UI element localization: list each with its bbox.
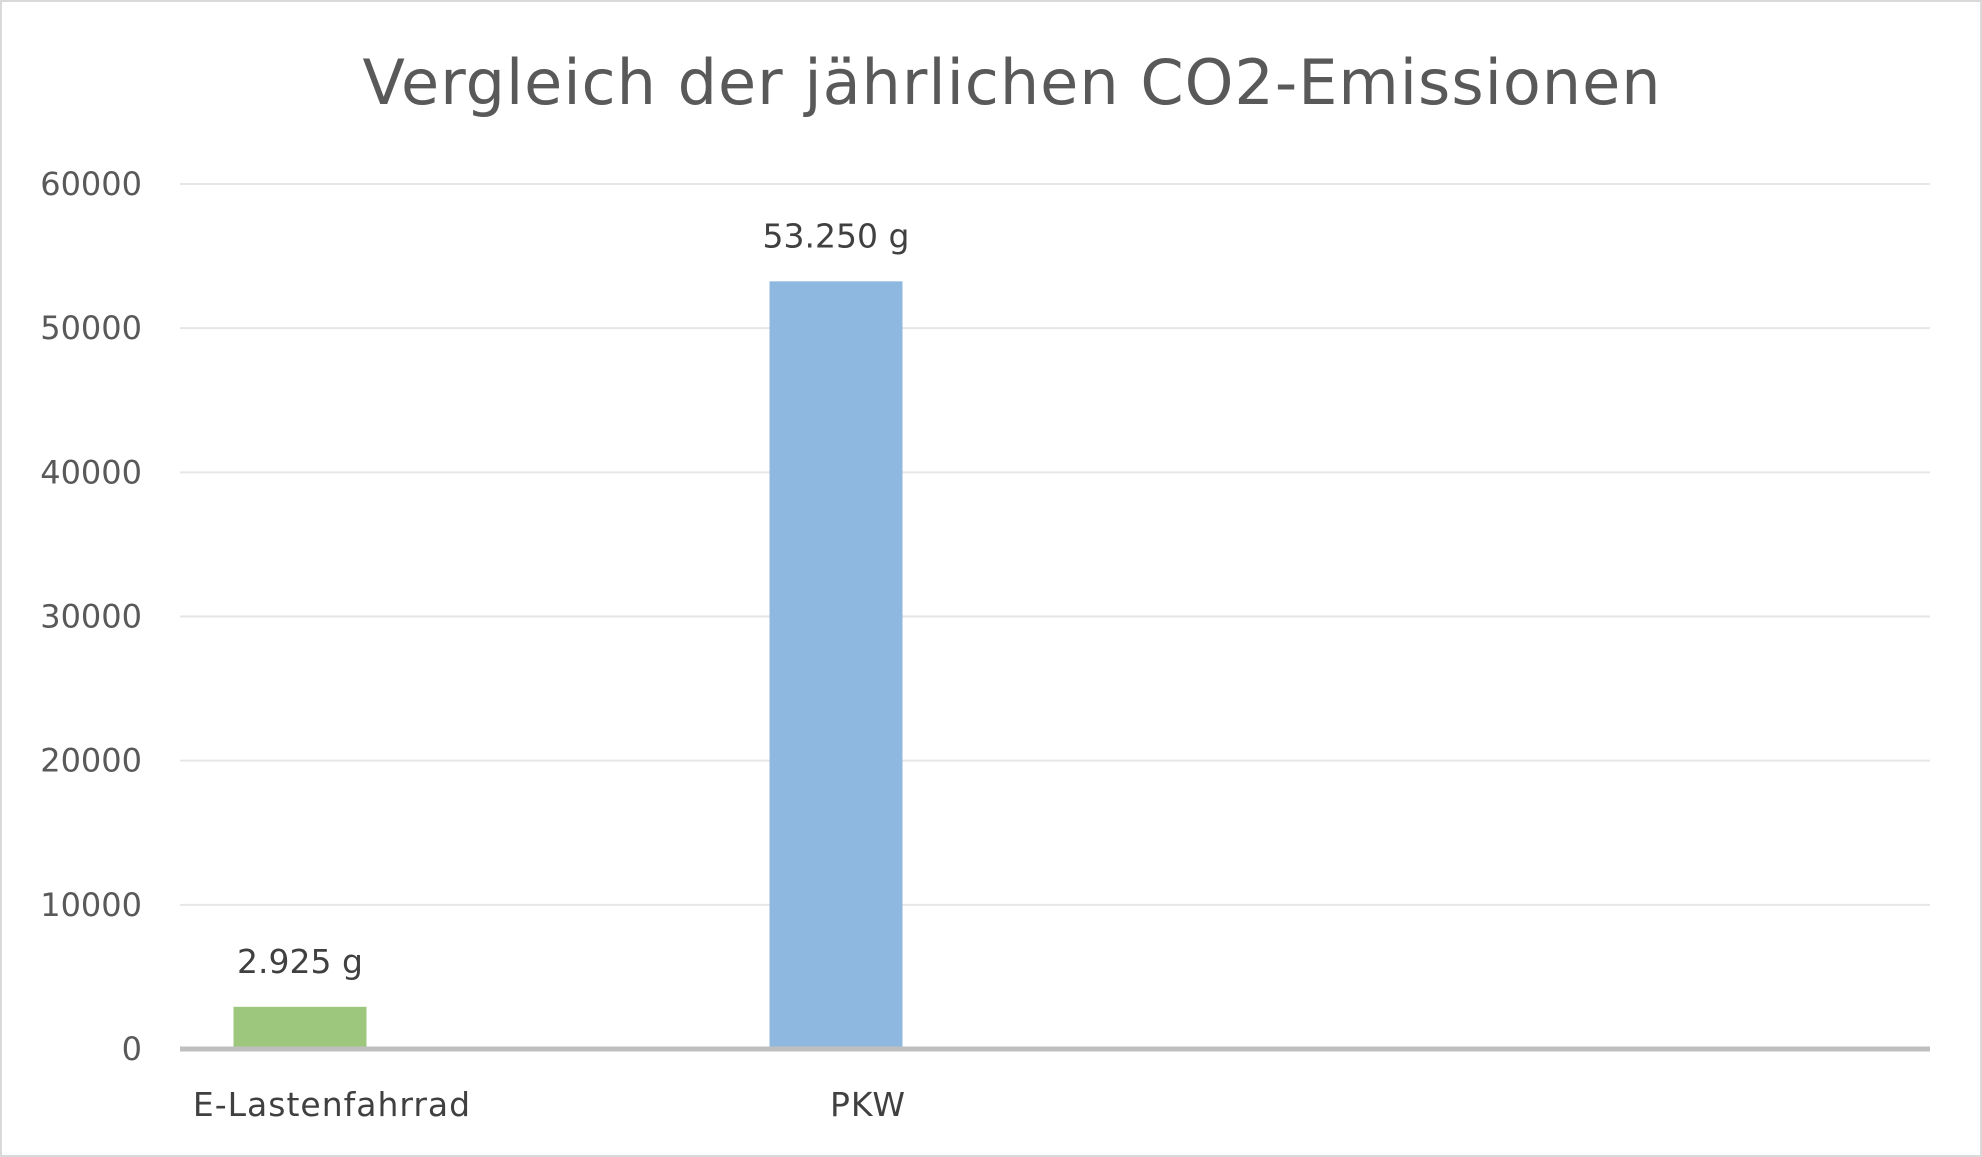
bar — [233, 1006, 367, 1049]
y-tick-label: 50000 — [40, 309, 142, 347]
y-tick-label: 30000 — [40, 598, 142, 636]
bar-data-label: 53.250 g — [763, 216, 910, 255]
bar-data-label: 2.925 g — [237, 942, 363, 981]
data-labels: 2.925 g 53.250 g — [237, 216, 909, 981]
y-axis-ticks: 0 10000 20000 30000 40000 50000 60000 — [40, 165, 142, 1068]
x-category-label: E-Lastenfahrrad — [193, 1085, 471, 1124]
bar — [769, 281, 903, 1049]
y-tick-label: 20000 — [40, 742, 142, 780]
y-tick-label: 10000 — [40, 886, 142, 924]
chart-title: Vergleich der jährlichen CO2-Emissionen — [362, 46, 1661, 119]
gridlines — [180, 183, 1930, 906]
y-tick-label: 60000 — [40, 165, 142, 203]
bars — [233, 281, 903, 1049]
y-tick-label: 40000 — [40, 453, 142, 491]
y-tick-label: 0 — [122, 1030, 142, 1068]
x-axis-categories: E-Lastenfahrrad PKW — [193, 1085, 906, 1124]
x-category-label: PKW — [830, 1085, 906, 1124]
